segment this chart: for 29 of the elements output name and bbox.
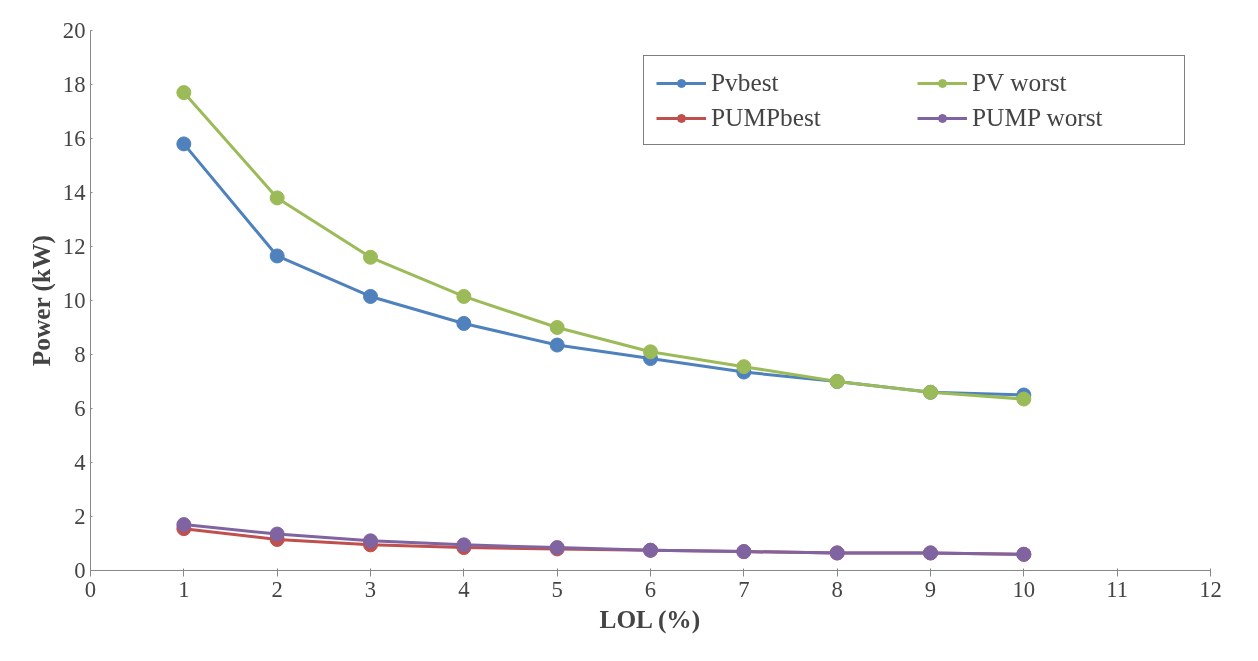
x-tick-label: 5 <box>551 576 563 602</box>
x-tick-label: 9 <box>924 576 937 602</box>
x-tick-label: 4 <box>458 576 470 602</box>
x-tick-label: 1 <box>178 576 190 602</box>
y-tick-label: 4 <box>74 450 86 475</box>
y-axis-title: Power (kW) <box>26 235 56 367</box>
y-tick-label: 6 <box>74 396 86 421</box>
x-tick-label: 6 <box>644 576 657 602</box>
x-axis-title: LOL (%) <box>599 604 701 634</box>
x-tick-label: 3 <box>364 576 377 602</box>
y-tick-label: 16 <box>62 126 86 151</box>
x-tick-label: 7 <box>738 576 750 602</box>
y-tick-label: 12 <box>62 234 86 259</box>
y-tick-label: 14 <box>62 180 86 205</box>
legend-label: PV worst <box>972 68 1068 97</box>
legend-label: PUMP worst <box>972 103 1104 132</box>
y-tick-label: 8 <box>74 342 86 367</box>
x-tick-label: 10 <box>1012 576 1036 602</box>
x-tick-label: 12 <box>1199 576 1222 602</box>
legend-label: PUMPbest <box>711 103 822 132</box>
y-tick-label: 18 <box>62 72 86 97</box>
y-tick-label: 2 <box>74 504 86 529</box>
legend-label: Pvbest <box>711 68 780 97</box>
x-tick-label: 11 <box>1106 576 1129 602</box>
x-tick-label: 8 <box>831 576 843 602</box>
y-tick-label: 0 <box>74 558 86 583</box>
y-tick-label: 10 <box>62 288 86 313</box>
y-tick-label: 20 <box>62 18 86 43</box>
x-tick-label: 2 <box>271 576 283 602</box>
